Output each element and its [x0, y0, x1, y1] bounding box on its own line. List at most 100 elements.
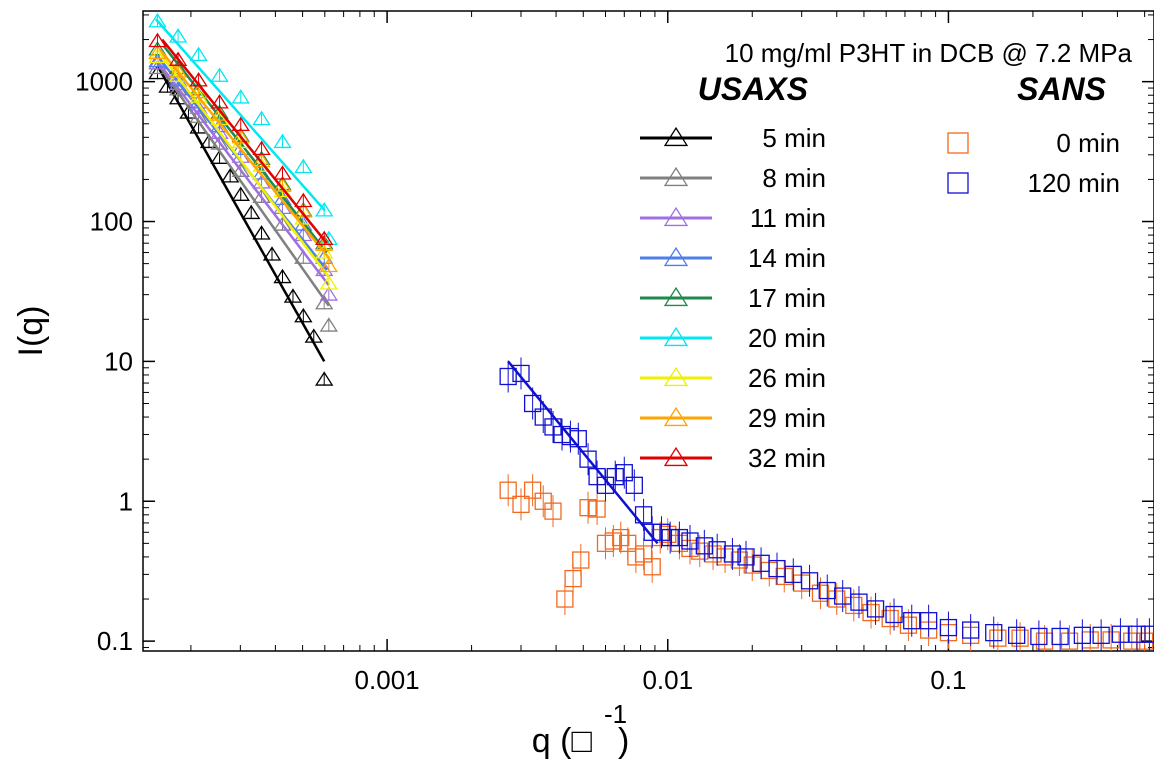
x-tick-label: 0.001 — [355, 665, 420, 695]
series-0-min — [499, 474, 1154, 651]
data-point — [242, 204, 261, 220]
data-point — [252, 165, 271, 180]
legend-label: 11 min — [750, 203, 826, 233]
legend-marker — [663, 446, 689, 467]
legend-marker — [947, 132, 969, 154]
y-tick-label: 100 — [90, 207, 133, 237]
data-point — [866, 600, 885, 618]
data-point — [670, 528, 689, 547]
data-point — [612, 528, 630, 547]
data-point — [1140, 625, 1154, 643]
legend-label: 0 min — [1056, 128, 1120, 158]
data-point — [231, 162, 250, 177]
data-point — [168, 51, 188, 66]
data-point — [189, 88, 208, 103]
fit-line — [161, 38, 328, 244]
data-point — [210, 67, 229, 82]
data-point — [252, 152, 271, 168]
fit-line — [158, 52, 330, 278]
data-point — [168, 72, 188, 87]
data-point — [564, 569, 582, 588]
data-point — [695, 537, 713, 555]
x-axis-title-close: ) — [618, 722, 629, 760]
x-tick-label: 0.1 — [930, 665, 966, 695]
legend-marker — [663, 286, 689, 307]
data-point — [556, 590, 574, 608]
series-32-min — [148, 32, 334, 246]
data-point — [319, 275, 339, 290]
data-point — [189, 46, 208, 62]
x-tick-label: 0.01 — [642, 665, 693, 695]
data-point — [643, 523, 661, 541]
fit-line — [156, 65, 326, 363]
fit-line — [158, 48, 330, 259]
fit-line — [507, 360, 659, 545]
plot-frame — [142, 10, 1154, 652]
series-120-min — [499, 357, 1154, 651]
legend-marker — [663, 326, 689, 347]
data-point — [862, 603, 880, 622]
data-point — [985, 623, 1003, 642]
data-point — [1128, 625, 1146, 643]
data-point — [499, 367, 517, 386]
data-point — [652, 523, 671, 541]
x-axis-title: q (□ — [532, 722, 593, 760]
legend-marker — [663, 126, 689, 147]
legend-label: 29 min — [748, 403, 826, 433]
legend-marker — [663, 166, 689, 187]
data-point — [273, 190, 292, 206]
legend-heading-sans: SANS — [1017, 71, 1107, 107]
data-point — [615, 464, 633, 482]
data-point — [681, 532, 699, 550]
data-point — [512, 364, 530, 383]
data-point — [800, 572, 819, 590]
legend-marker — [663, 206, 689, 227]
y-tick-label: 1000 — [75, 67, 133, 97]
data-point — [989, 629, 1007, 647]
data-point — [315, 294, 334, 310]
data-point — [319, 257, 339, 273]
data-point — [252, 225, 271, 240]
chart-title: 10 mg/ml P3HT in DCB @ 7.2 MPa — [725, 38, 1133, 68]
data-point — [919, 612, 938, 630]
legend-label: 32 min — [748, 443, 826, 473]
data-point — [1051, 627, 1069, 646]
fit-line — [156, 62, 330, 307]
data-point — [903, 612, 921, 630]
data-point — [315, 244, 334, 259]
data-point — [315, 261, 334, 277]
data-point — [319, 286, 339, 301]
y-tick-label: 0.1 — [97, 626, 133, 656]
data-point — [210, 94, 229, 109]
data-point — [737, 548, 755, 566]
data-point — [523, 481, 542, 499]
series-layer — [148, 12, 1154, 651]
data-point — [273, 133, 292, 149]
data-point — [231, 186, 250, 201]
data-point — [899, 616, 918, 634]
data-point — [315, 202, 334, 217]
data-point — [1011, 629, 1029, 647]
data-point — [273, 268, 292, 284]
data-point — [885, 605, 903, 624]
data-point — [579, 499, 597, 517]
data-point — [1060, 632, 1079, 650]
x-axis-title-superscript: -1 — [604, 699, 627, 729]
data-point — [588, 500, 606, 518]
data-point — [315, 371, 334, 386]
data-point — [512, 495, 530, 514]
data-point — [220, 168, 240, 183]
data-point — [252, 157, 271, 172]
data-point — [499, 481, 517, 499]
data-point — [534, 492, 552, 510]
data-point — [231, 89, 250, 104]
data-point — [315, 230, 334, 246]
data-point — [273, 165, 292, 180]
data-point — [723, 545, 742, 563]
legend-label: 5 min — [762, 123, 826, 153]
legend-label: 26 min — [748, 363, 826, 393]
data-point — [319, 317, 339, 332]
data-point — [294, 158, 313, 174]
legend-label: 120 min — [1028, 168, 1121, 198]
